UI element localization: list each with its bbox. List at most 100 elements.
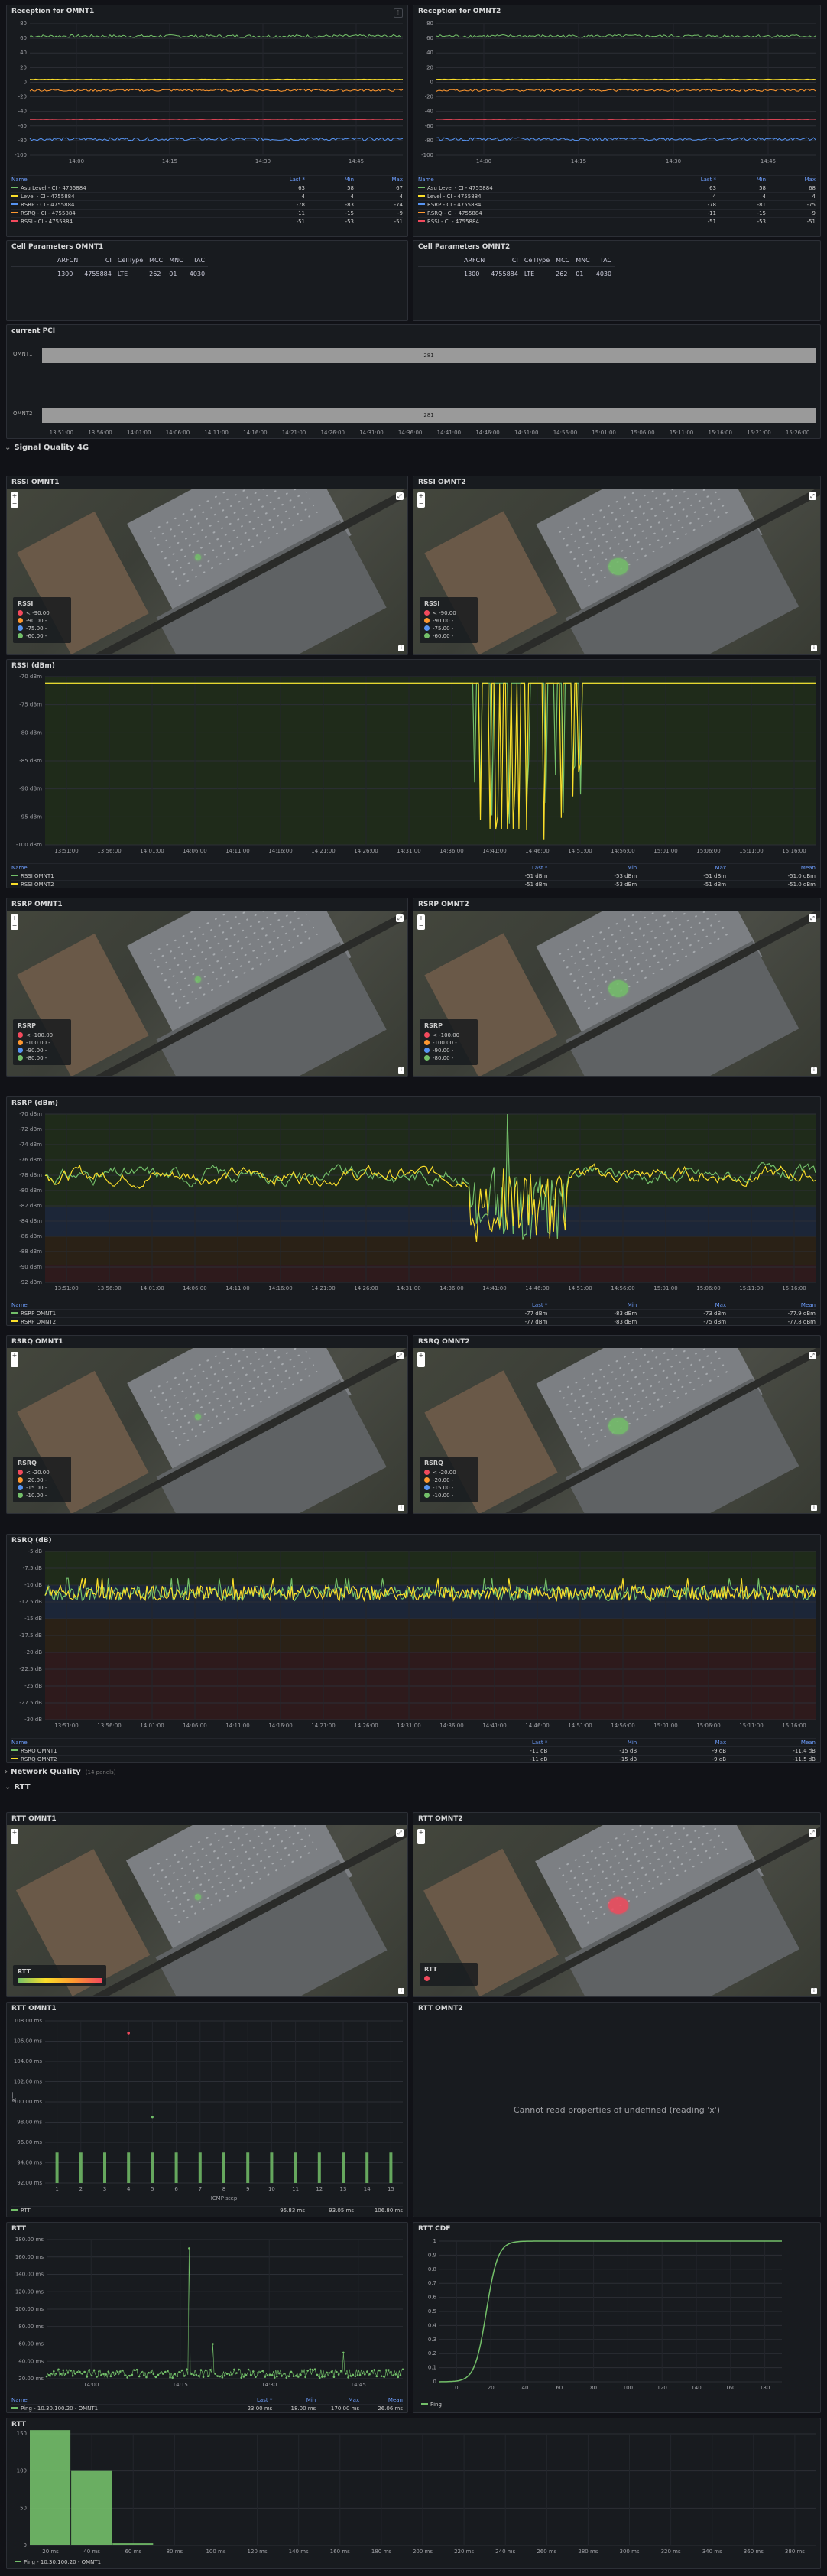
zoom-out-icon[interactable]: − (418, 1359, 424, 1366)
legend-row[interactable]: Ping - 10.30.100.20 - OMNT1 23.00 ms 18.00… (11, 2404, 403, 2412)
col-arfcn[interactable]: ARFCN (11, 255, 82, 267)
col-mnc[interactable]: MNC (572, 255, 593, 267)
zoom-in-icon[interactable]: + (11, 1352, 18, 1359)
expand-icon[interactable]: ⤢ (809, 914, 816, 922)
legend-header-last[interactable]: Last * (700, 177, 716, 183)
legend-row[interactable]: RSSI OMNT1 -51 dBm -53 dBm -51 dBm -51.0 dBm (11, 872, 816, 880)
legend-header[interactable]: Name (11, 1302, 28, 1308)
legend-header[interactable]: Last * (532, 865, 548, 871)
expand-icon[interactable]: ⤢ (809, 1352, 816, 1359)
geo-map[interactable]: + − ⤢ RSRP < -100.00 -100.00 - -90.00 - -80.0… (414, 911, 820, 1076)
col-celltype[interactable]: CellType (521, 255, 553, 267)
rtt-bar[interactable] (79, 2152, 83, 2183)
histogram-legend[interactable]: Ping - 10.30.100.20 - OMNT1 (15, 2559, 101, 2565)
series-line[interactable] (45, 682, 816, 840)
zoom-in-icon[interactable]: + (418, 1829, 424, 1836)
rtt-bar[interactable] (198, 2152, 202, 2183)
legend-header-name[interactable]: Name (418, 177, 434, 183)
histogram-bar[interactable] (112, 2543, 154, 2545)
rtt-bar[interactable] (127, 2152, 131, 2183)
legend-header-max[interactable]: Max (804, 177, 816, 183)
info-icon[interactable]: i (811, 1505, 817, 1511)
zoom-in-icon[interactable]: + (418, 492, 424, 499)
rtt-bar[interactable] (342, 2152, 345, 2183)
legend-header[interactable]: Mean (800, 1302, 816, 1308)
geo-map[interactable]: + − ⤢ RSRQ < -20.00 -20.00 - -15.00 - -10.00 … (414, 1348, 820, 1513)
geo-map[interactable]: + − ⤢ RSSI < -90.00 -90.00 - -75.00 - -60.00 … (7, 489, 407, 654)
geo-map[interactable]: + − ⤢ RTT i (7, 1825, 407, 1996)
zoom-out-icon[interactable]: − (11, 1359, 18, 1366)
col-tac[interactable]: TAC (186, 255, 209, 267)
zoom-out-icon[interactable]: − (418, 1837, 424, 1843)
legend-header[interactable]: Name (11, 1740, 28, 1746)
cdf-curve[interactable] (439, 2240, 782, 2383)
series-line[interactable] (44, 1578, 816, 1603)
legend-row[interactable]: Asu Level - CI - 4755884 63 58 67 (11, 184, 403, 192)
rtt-bar[interactable] (270, 2152, 274, 2183)
rtt-bar[interactable] (103, 2152, 106, 2183)
zoom-out-icon[interactable]: − (11, 1837, 18, 1843)
rtt-outlier[interactable] (127, 2032, 130, 2035)
rtt-bar[interactable] (55, 2152, 59, 2183)
col-tac[interactable]: TAC (592, 255, 615, 267)
legend-row[interactable]: Asu Level - CI - 4755884 63 58 68 (418, 184, 816, 192)
geo-map[interactable]: + − ⤢ RSRP < -100.00 -100.00 - -90.00 - -80.0… (7, 911, 407, 1076)
info-icon[interactable]: i (811, 645, 817, 651)
series-line[interactable] (436, 88, 816, 92)
legend-row[interactable]: RSRQ OMNT2 -11 dB -15 dB -9 dB -11.5 dB (11, 1755, 816, 1762)
col-mcc[interactable]: MCC (553, 255, 573, 267)
legend-row[interactable]: RSRP - CI - 4755884 -78 -81 -75 (418, 200, 816, 209)
measurement-cluster[interactable] (195, 554, 202, 561)
expand-icon[interactable]: ⤢ (396, 1829, 404, 1837)
zoom-control[interactable]: + − (11, 914, 18, 930)
histogram-bar[interactable] (30, 2430, 71, 2545)
zoom-out-icon[interactable]: − (11, 500, 18, 507)
rtt-bar[interactable] (294, 2152, 297, 2183)
zoom-out-icon[interactable]: − (418, 500, 424, 507)
series-line[interactable] (44, 1163, 816, 1243)
zoom-out-icon[interactable]: − (418, 922, 424, 929)
col-mnc[interactable]: MNC (166, 255, 186, 267)
cdf-legend[interactable]: Ping (421, 2402, 442, 2408)
legend-row[interactable]: RSSI OMNT2 -51 dBm -53 dBm -51 dBm -51.0 dBm (11, 880, 816, 888)
rtt-bar[interactable] (365, 2152, 369, 2183)
expand-icon[interactable]: ⤢ (396, 914, 404, 922)
zoom-in-icon[interactable]: + (11, 914, 18, 921)
legend-row[interactable]: RSRP OMNT1 -77 dBm -83 dBm -73 dBm -77.9 dBm (11, 1309, 816, 1317)
legend-row[interactable]: RSSI - CI - 4755884 -51 -53 -51 (418, 217, 816, 226)
info-icon[interactable]: i (811, 1067, 817, 1074)
info-icon[interactable]: i (398, 1067, 404, 1074)
info-icon[interactable]: i (398, 1988, 404, 1994)
legend-row[interactable]: Level - CI - 4755884 4 4 4 (11, 192, 403, 200)
legend-row[interactable]: RSRQ - CI - 4755884 -11 -15 -9 (11, 209, 403, 217)
info-icon[interactable]: i (398, 645, 404, 651)
expand-icon[interactable]: ⤢ (396, 492, 404, 500)
rtt-bar[interactable] (151, 2152, 154, 2183)
legend-row[interactable]: RSSI - CI - 4755884 -51 -53 -51 (11, 217, 403, 226)
measurement-cluster[interactable] (608, 1417, 629, 1434)
rtt-point[interactable] (151, 2116, 154, 2119)
zoom-control[interactable]: + − (417, 914, 425, 930)
legend-header[interactable]: Mean (800, 1740, 816, 1746)
col-celltype[interactable]: CellType (114, 255, 147, 267)
legend-header[interactable]: Min (627, 1740, 637, 1746)
rtt-sample[interactable] (45, 2375, 48, 2378)
series-line[interactable] (29, 88, 404, 92)
series-line[interactable] (29, 34, 404, 38)
legend-header[interactable]: Last * (257, 2397, 273, 2403)
zoom-in-icon[interactable]: + (11, 1829, 18, 1836)
series-line[interactable] (46, 2248, 404, 2379)
zoom-control[interactable]: + − (11, 1829, 18, 1844)
series-line[interactable] (29, 137, 404, 141)
zoom-control[interactable]: + − (417, 1352, 425, 1367)
legend-header[interactable]: Min (627, 1302, 637, 1308)
histogram-bar[interactable] (71, 2470, 112, 2545)
zoom-in-icon[interactable]: + (418, 914, 424, 921)
zoom-control[interactable]: + − (11, 492, 18, 508)
legend-header[interactable]: Max (715, 1302, 727, 1308)
col-ci[interactable]: CI (81, 255, 115, 267)
zoom-out-icon[interactable]: − (11, 922, 18, 929)
section-rtt[interactable]: ⌄ RTT (5, 1783, 31, 1792)
panel-menu-icon[interactable]: ⋮ (394, 8, 403, 18)
legend-row[interactable]: RSRQ - CI - 4755884 -11 -15 -9 (418, 209, 816, 217)
